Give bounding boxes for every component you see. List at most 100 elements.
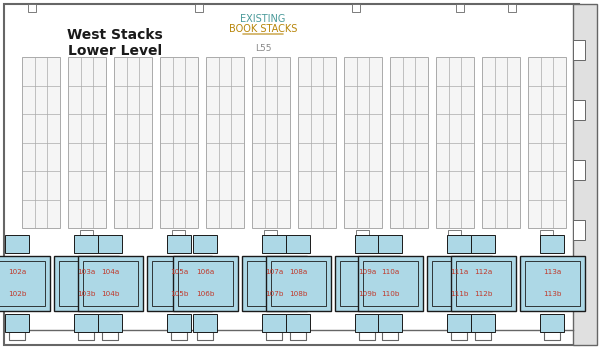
Bar: [172, 230, 185, 240]
Text: 103a: 103a: [77, 269, 96, 275]
Text: EXISTING: EXISTING: [241, 14, 286, 24]
Text: 107a: 107a: [266, 269, 284, 275]
Bar: [520, 256, 585, 311]
Bar: [378, 235, 402, 253]
Text: 104b: 104b: [101, 291, 120, 297]
Bar: [247, 261, 302, 306]
Bar: [178, 261, 233, 306]
Bar: [78, 256, 143, 311]
Text: 110b: 110b: [381, 291, 400, 297]
Text: 113a: 113a: [543, 269, 561, 275]
Bar: [22, 57, 60, 228]
Bar: [356, 230, 369, 240]
Bar: [262, 314, 286, 332]
Bar: [471, 235, 495, 253]
Bar: [528, 57, 566, 228]
Bar: [456, 261, 511, 306]
Bar: [160, 57, 198, 228]
Bar: [5, 235, 29, 253]
Text: 102a: 102a: [9, 269, 27, 275]
Bar: [573, 160, 585, 180]
Bar: [471, 314, 495, 332]
Bar: [573, 220, 585, 240]
Text: 103b: 103b: [77, 291, 96, 297]
Text: West Stacks
Lower Level: West Stacks Lower Level: [67, 28, 163, 58]
Text: 113b: 113b: [543, 291, 561, 297]
Bar: [352, 4, 360, 12]
Bar: [427, 256, 492, 311]
Bar: [436, 57, 474, 228]
Text: 109a: 109a: [358, 269, 376, 275]
Bar: [193, 314, 217, 332]
Text: 106b: 106b: [196, 291, 215, 297]
Bar: [262, 235, 286, 253]
Bar: [286, 314, 310, 332]
Text: 105a: 105a: [171, 269, 189, 275]
Bar: [173, 256, 238, 311]
Bar: [266, 256, 331, 311]
Bar: [540, 235, 564, 253]
Bar: [363, 261, 418, 306]
Text: 108a: 108a: [289, 269, 308, 275]
Text: 104a: 104a: [101, 269, 119, 275]
Bar: [54, 256, 119, 311]
Text: 105b: 105b: [171, 291, 189, 297]
Text: 111b: 111b: [450, 291, 469, 297]
Bar: [167, 314, 191, 332]
Bar: [114, 57, 152, 228]
Bar: [98, 314, 122, 332]
Bar: [482, 57, 520, 228]
Bar: [147, 256, 212, 311]
Bar: [5, 314, 29, 332]
Bar: [573, 100, 585, 120]
Bar: [98, 235, 122, 253]
Bar: [271, 261, 326, 306]
Text: L55: L55: [255, 44, 271, 53]
Bar: [358, 256, 423, 311]
Bar: [448, 230, 461, 240]
Text: 106a: 106a: [196, 269, 214, 275]
Bar: [298, 57, 336, 228]
Bar: [252, 57, 290, 228]
Bar: [390, 57, 428, 228]
Text: 102b: 102b: [9, 291, 27, 297]
Bar: [167, 235, 191, 253]
Bar: [193, 235, 217, 253]
Bar: [83, 261, 138, 306]
Bar: [74, 314, 98, 332]
Bar: [540, 314, 564, 332]
Bar: [355, 314, 379, 332]
Bar: [573, 40, 585, 60]
Bar: [573, 4, 597, 345]
Text: 112b: 112b: [474, 291, 493, 297]
Bar: [378, 314, 402, 332]
Bar: [0, 261, 45, 306]
Bar: [286, 235, 310, 253]
Bar: [28, 4, 36, 12]
Bar: [340, 261, 395, 306]
Bar: [344, 57, 382, 228]
Text: 108b: 108b: [289, 291, 308, 297]
Bar: [59, 261, 114, 306]
Bar: [447, 314, 471, 332]
Bar: [508, 4, 516, 12]
Bar: [195, 4, 203, 12]
Bar: [447, 235, 471, 253]
Bar: [335, 256, 400, 311]
Bar: [242, 256, 307, 311]
Text: 109b: 109b: [358, 291, 377, 297]
Bar: [206, 57, 244, 228]
Bar: [0, 256, 50, 311]
Bar: [432, 261, 487, 306]
Text: 112a: 112a: [474, 269, 493, 275]
Bar: [80, 230, 93, 240]
Text: 107b: 107b: [266, 291, 284, 297]
Text: BOOK STACKS: BOOK STACKS: [229, 24, 297, 34]
Bar: [456, 4, 464, 12]
Bar: [451, 256, 516, 311]
Bar: [68, 57, 106, 228]
Bar: [355, 235, 379, 253]
Bar: [525, 261, 580, 306]
Text: 111a: 111a: [451, 269, 468, 275]
Bar: [264, 230, 277, 240]
